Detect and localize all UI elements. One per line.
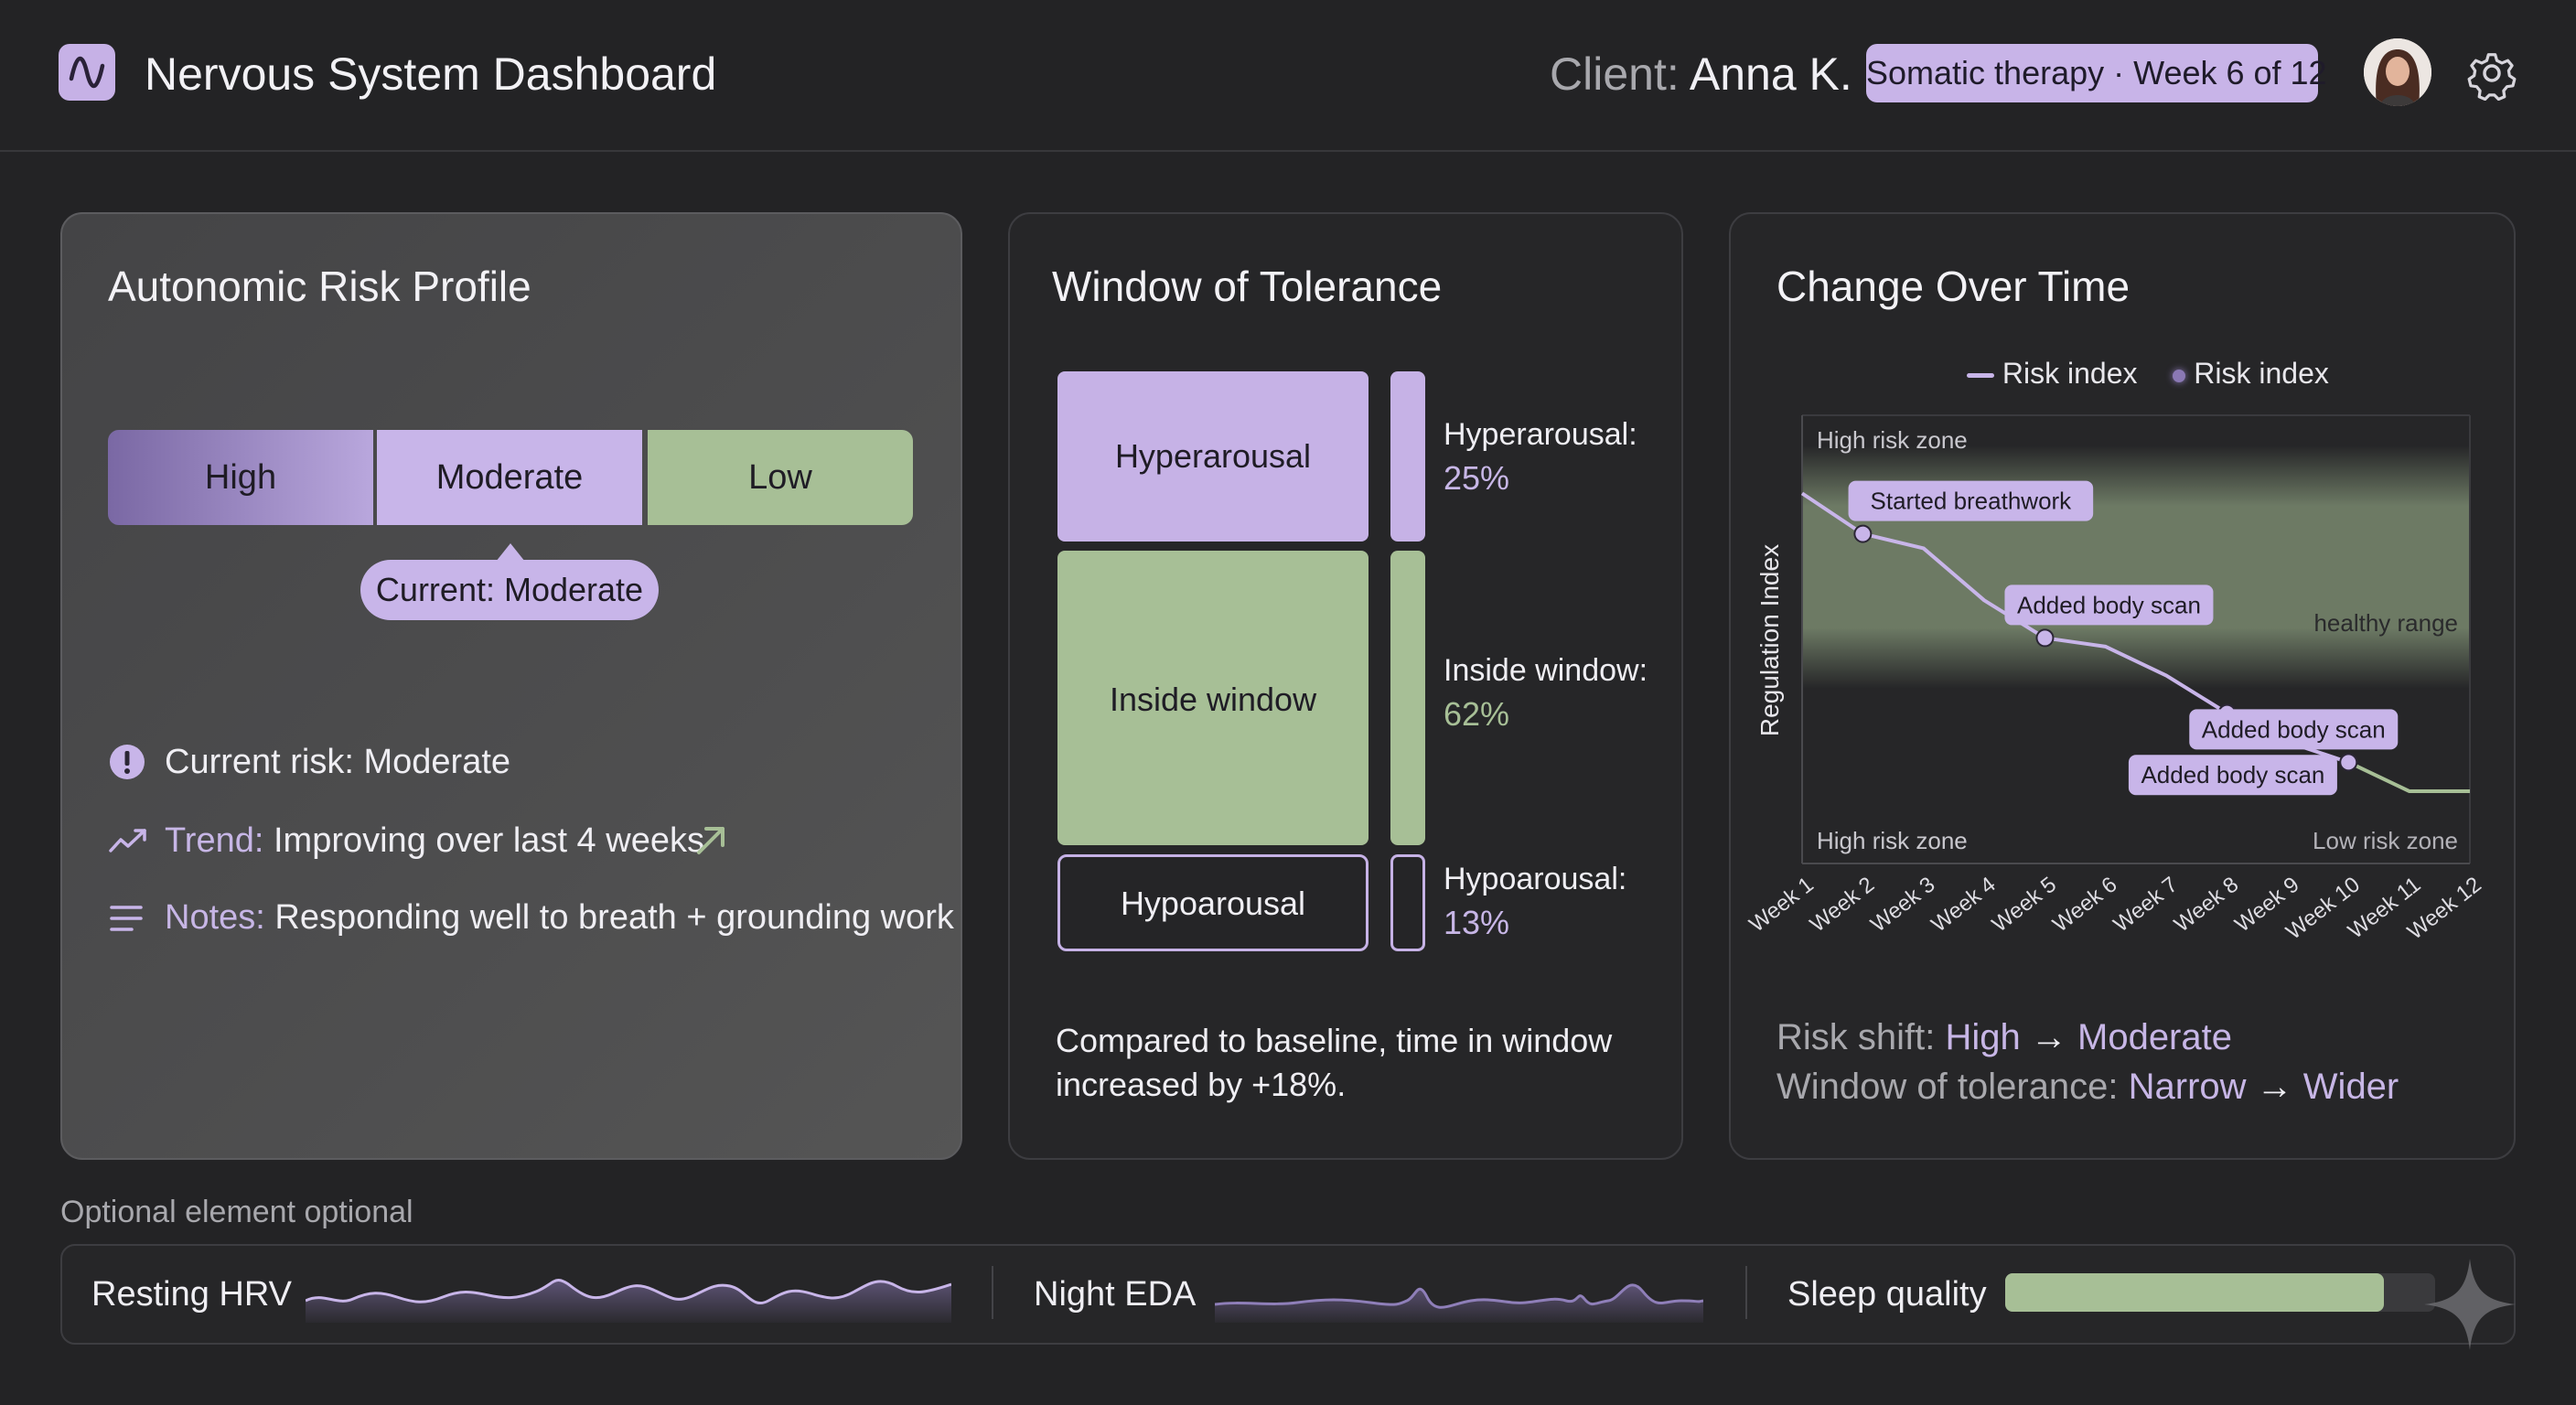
hyperarousal-block-label: Hyperarousal <box>1114 437 1312 475</box>
change-over-time-chart: High risk zone High risk zone Low risk z… <box>1747 414 2486 945</box>
zone-label-top-left: High risk zone <box>1817 426 1968 454</box>
x-tick-label: Week 1 <box>1747 872 1819 937</box>
risk-index-line-projection <box>2347 760 2470 793</box>
optional-section-label: Optional element optional <box>60 1195 413 1229</box>
legend-dot-swatch <box>2173 369 2186 382</box>
annotation-label: Started breathwork <box>1871 488 2073 515</box>
client-name: Client: Anna K. <box>1550 48 1852 101</box>
legend-dot-label: Risk index <box>2194 357 2329 390</box>
risk-shift-summary: Risk shift: High → Moderate <box>1776 1017 2232 1058</box>
risk-profile-panel <box>60 212 962 1160</box>
zone-label-bottom-right: Low risk zone <box>2313 827 2458 854</box>
x-tick-label: Week 5 <box>1988 872 2061 937</box>
strip-divider <box>992 1266 993 1319</box>
night-eda-sparkline <box>1215 1283 1703 1323</box>
risk-index-point <box>1853 524 1873 543</box>
risk-shift-label: Risk shift: <box>1776 1017 1936 1057</box>
hyperarousal-percent: 25% <box>1444 459 1510 497</box>
risk-segment-low[interactable]: Low <box>648 430 913 525</box>
inside-window-percent: 62% <box>1444 695 1510 733</box>
sleep-quality-fill <box>2005 1273 2384 1312</box>
annotation-label: Added body scan <box>2017 591 2201 618</box>
x-tick-label: Week 7 <box>2109 872 2182 937</box>
inside-window-block: Inside window <box>1057 551 1368 845</box>
notes-text: Notes: Responding well to breath + groun… <box>165 898 954 938</box>
resting-hrv-sparkline <box>306 1279 951 1323</box>
app-title: Nervous System Dashboard <box>145 48 717 100</box>
annotation-pill <box>1848 480 2094 521</box>
tolerance-shift-summary: Window of tolerance: Narrow → Wider <box>1776 1067 2399 1108</box>
annotation-label: Added body scan <box>2202 715 2386 743</box>
notes-icon <box>110 906 143 931</box>
client-value: Anna K. <box>1689 48 1852 100</box>
app-logo-icon <box>59 44 115 101</box>
alert-icon <box>110 745 145 779</box>
healthy-range-label: healthy range <box>2313 609 2458 637</box>
header-bar <box>0 0 2576 152</box>
legend-line-label: Risk index <box>2002 357 2138 390</box>
tolerance-shift-arrow-icon: → <box>2256 1067 2293 1107</box>
resting-hrv-label: Resting HRV <box>91 1275 292 1314</box>
sparkle-icon <box>2424 1259 2516 1350</box>
annotation-pill <box>2004 585 2214 626</box>
x-tick-label: Week 6 <box>2048 872 2121 937</box>
hypoarousal-block-label: Hypoarousal <box>1120 885 1306 922</box>
hypoarousal-percent: 13% <box>1444 904 1510 941</box>
hypoarousal-block: Hypoarousal <box>1057 854 1368 951</box>
notes-value: Responding well to breath + grounding wo… <box>274 898 954 937</box>
current-risk-pill: Current: Moderate <box>360 560 659 620</box>
risk-shift-to: Moderate <box>2077 1017 2232 1057</box>
x-tick-label: Week 4 <box>1927 872 2000 937</box>
strip-divider <box>1745 1266 1747 1319</box>
hypoarousal-bar <box>1390 854 1425 951</box>
hyperarousal-bar <box>1390 371 1425 542</box>
hyperarousal-label: Hyperarousal: <box>1444 417 1637 452</box>
sleep-quality-label: Sleep quality <box>1787 1275 1987 1314</box>
inside-window-bar <box>1390 551 1425 845</box>
risk-index-point <box>2339 753 2358 772</box>
current-marker-caret <box>496 543 525 562</box>
arrow-up-right-icon <box>697 827 724 854</box>
gear-icon[interactable] <box>2464 46 2519 102</box>
annotation-pill <box>2189 709 2399 750</box>
risk-segment-high[interactable]: High <box>108 430 373 525</box>
inside-window-block-label: Inside window <box>1109 681 1317 718</box>
window-of-tolerance-title: Window of Tolerance <box>1052 263 1443 310</box>
risk-shift-from: High <box>1945 1017 2021 1057</box>
trend-up-icon <box>109 829 146 853</box>
tolerance-shift-from: Narrow <box>2128 1067 2247 1107</box>
annotation-label: Added body scan <box>2141 761 2324 788</box>
tolerance-shift-to: Wider <box>2302 1067 2399 1107</box>
trend-label: Trend: <box>165 821 264 860</box>
night-eda-label: Night EDA <box>1034 1275 1197 1314</box>
x-tick-label: Week 3 <box>1866 872 1939 937</box>
x-tick-label: Week 8 <box>2170 872 2243 937</box>
risk-index-point <box>2035 628 2055 648</box>
avatar[interactable] <box>2364 38 2431 106</box>
trend-text: Trend: Improving over last 4 weeks <box>165 821 704 861</box>
risk-shift-arrow-icon: → <box>2030 1017 2067 1057</box>
risk-segment-moderate[interactable]: Moderate <box>377 430 642 525</box>
annotation-pill <box>2128 755 2337 796</box>
change-over-time-title: Change Over Time <box>1776 263 2131 310</box>
x-tick-label: Week 2 <box>1806 872 1879 937</box>
trend-value: Improving over last 4 weeks <box>273 821 704 860</box>
hyperarousal-block: Hyperarousal <box>1057 371 1368 542</box>
inside-window-label: Inside window: <box>1444 653 1648 688</box>
therapy-badge: Somatic therapy · Week 6 of 12 <box>1866 44 2327 102</box>
zone-label-bottom-left: High risk zone <box>1817 827 1968 854</box>
tolerance-shift-label: Window of tolerance: <box>1776 1067 2119 1107</box>
current-risk-text: Current risk: Moderate <box>165 743 511 781</box>
y-axis-label: Regulation Index <box>1755 544 1784 736</box>
chart-legend: Risk index Risk index <box>1967 357 2329 391</box>
hypoarousal-label: Hypoarousal: <box>1444 862 1627 896</box>
client-label: Client: <box>1550 48 1680 100</box>
risk-profile-title: Autonomic Risk Profile <box>108 263 531 310</box>
window-summary: Compared to baseline, time in window inc… <box>1056 1022 1613 1103</box>
legend-line-swatch <box>1967 373 1994 379</box>
notes-label: Notes: <box>165 898 265 937</box>
